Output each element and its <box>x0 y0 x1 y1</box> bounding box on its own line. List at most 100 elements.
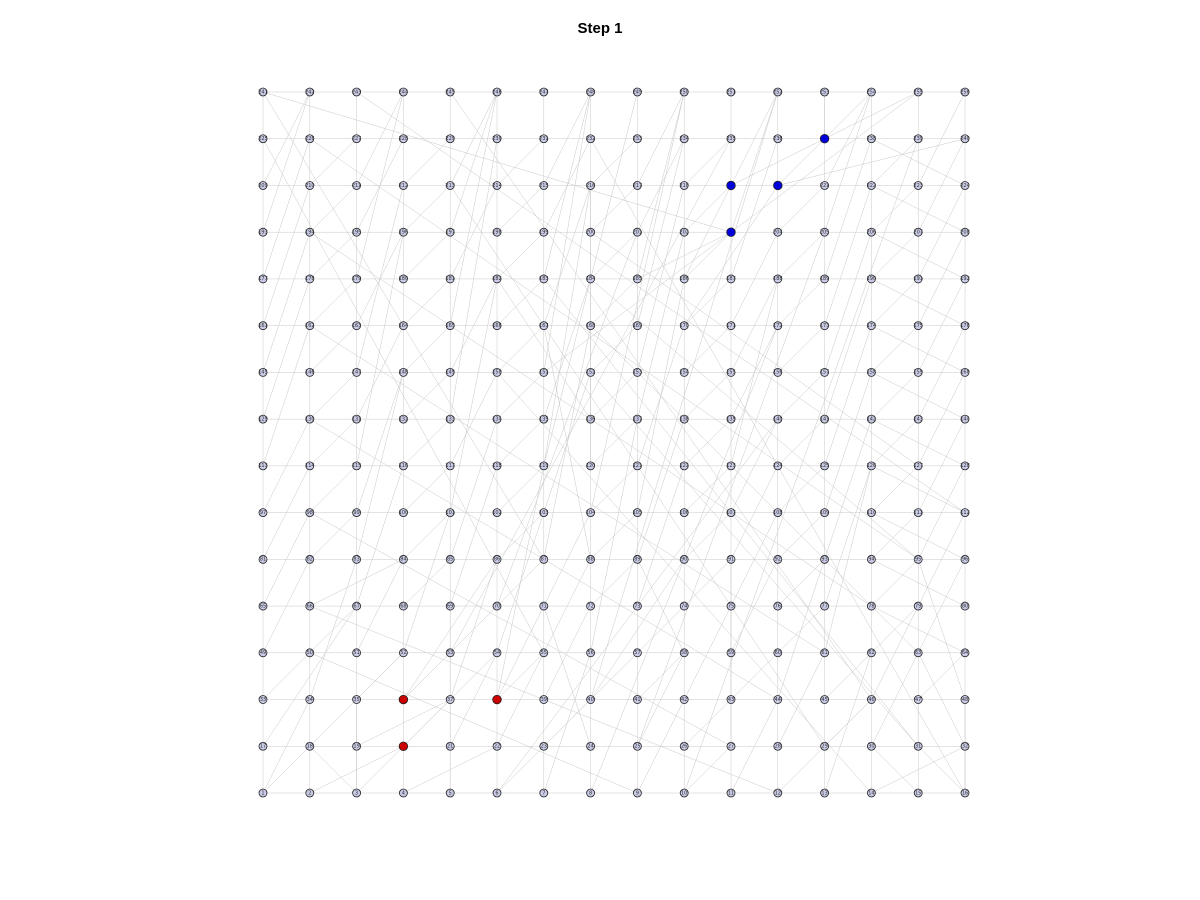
node-label: 193 <box>258 230 268 236</box>
node-label: 58 <box>681 650 687 656</box>
node-label: 234 <box>679 136 689 142</box>
node-label: 157 <box>820 370 830 376</box>
node-circle <box>586 414 595 424</box>
graph-node: 223 <box>913 181 923 190</box>
node-label: 17 <box>260 744 266 750</box>
node-circle <box>960 181 970 190</box>
graph-edge <box>403 699 451 747</box>
graph-edge <box>496 185 544 233</box>
graph-node: 159 <box>913 367 923 377</box>
graph-node: 126 <box>867 461 876 471</box>
node-label: 82 <box>307 557 313 563</box>
node-circle <box>445 227 455 237</box>
node-circle <box>913 134 923 144</box>
node-label: 216 <box>586 183 596 189</box>
graph-node: 65 <box>258 601 268 611</box>
graph-node: 224 <box>960 181 970 190</box>
node-label: 180 <box>399 276 409 282</box>
node-circle <box>539 274 549 284</box>
graph-edge <box>590 232 638 280</box>
node-circle <box>913 227 923 237</box>
node-circle <box>352 321 362 331</box>
graph-node: 67 <box>352 601 362 611</box>
node-label: 71 <box>541 603 547 609</box>
node-circle <box>960 274 970 284</box>
node-circle <box>305 554 315 564</box>
node-label: 96 <box>962 557 968 563</box>
node-label: 102 <box>492 510 502 516</box>
node-circle <box>258 227 268 237</box>
graph-edge <box>496 138 544 186</box>
node-label: 149 <box>445 370 455 376</box>
node-circle <box>633 414 642 424</box>
node-label: 150 <box>492 370 502 376</box>
node-label: 175 <box>913 323 923 329</box>
node-circle <box>305 788 315 798</box>
graph-edge <box>824 232 872 373</box>
graph-node: 3 <box>352 788 362 798</box>
node-label: 148 <box>399 370 409 376</box>
graph-edge <box>637 419 685 560</box>
graph-node: 112 <box>960 508 970 517</box>
node-label: 40 <box>587 697 593 703</box>
graph-edge <box>449 185 498 280</box>
node-circle <box>633 554 642 564</box>
graph-node: 141 <box>820 414 829 424</box>
graph-edge <box>777 372 825 420</box>
graph-node: 128 <box>960 461 970 471</box>
graph-node: 175 <box>913 321 923 331</box>
node-circle <box>492 367 502 377</box>
node-label: 199 <box>539 230 549 236</box>
graph-node: 28 <box>773 741 783 751</box>
node-label: 13 <box>821 790 827 796</box>
node-label: 188 <box>773 276 783 282</box>
node-label: 225 <box>258 136 268 142</box>
graph-node: 95 <box>913 554 923 564</box>
node-label: 132 <box>399 416 409 422</box>
graph-node: 177 <box>258 274 268 284</box>
node-label: 253 <box>820 89 830 95</box>
node-circle <box>773 648 783 658</box>
node-label: 222 <box>867 183 877 189</box>
node-circle <box>492 321 502 331</box>
node-circle <box>820 414 829 424</box>
graph-node: 137 <box>633 414 642 424</box>
node-circle <box>820 741 829 751</box>
graph-node: 248 <box>586 87 595 97</box>
node-label: 115 <box>352 463 362 469</box>
graph-node: 144 <box>960 414 970 424</box>
graph-node: 222 <box>867 181 877 190</box>
graph-node: 63 <box>913 648 923 658</box>
graph-node: 32 <box>960 741 970 751</box>
node-circle <box>960 367 970 377</box>
node-label: 15 <box>915 790 921 796</box>
graph-node: 12 <box>773 788 783 798</box>
graph-node: 157 <box>820 367 830 377</box>
node-label: 107 <box>726 510 736 516</box>
node-label: 89 <box>634 557 640 563</box>
node-label: 242 <box>305 89 315 95</box>
graph-edge <box>262 138 311 280</box>
node-label: 176 <box>960 323 970 329</box>
graph-node: 61 <box>820 648 829 658</box>
node-circle <box>492 694 502 705</box>
node-circle <box>773 227 783 237</box>
graph-node: 5 <box>445 788 455 798</box>
node-label: 26 <box>681 744 687 750</box>
graph-edge <box>777 278 825 326</box>
graph-node: 145 <box>258 367 268 377</box>
graph-edge <box>637 652 685 747</box>
graph-edge <box>684 465 732 513</box>
node-circle <box>258 181 268 190</box>
node-circle <box>679 554 689 564</box>
graph-node: 246 <box>492 87 502 97</box>
node-label: 200 <box>586 230 596 236</box>
graph-edge <box>824 278 872 420</box>
graph-node: 105 <box>633 508 642 517</box>
graph-node: 44 <box>773 695 783 704</box>
graph-edge <box>496 652 545 747</box>
node-circle <box>586 741 595 751</box>
graph-node: 56 <box>586 648 595 658</box>
node-circle <box>913 508 923 517</box>
node-label: 114 <box>305 463 315 469</box>
